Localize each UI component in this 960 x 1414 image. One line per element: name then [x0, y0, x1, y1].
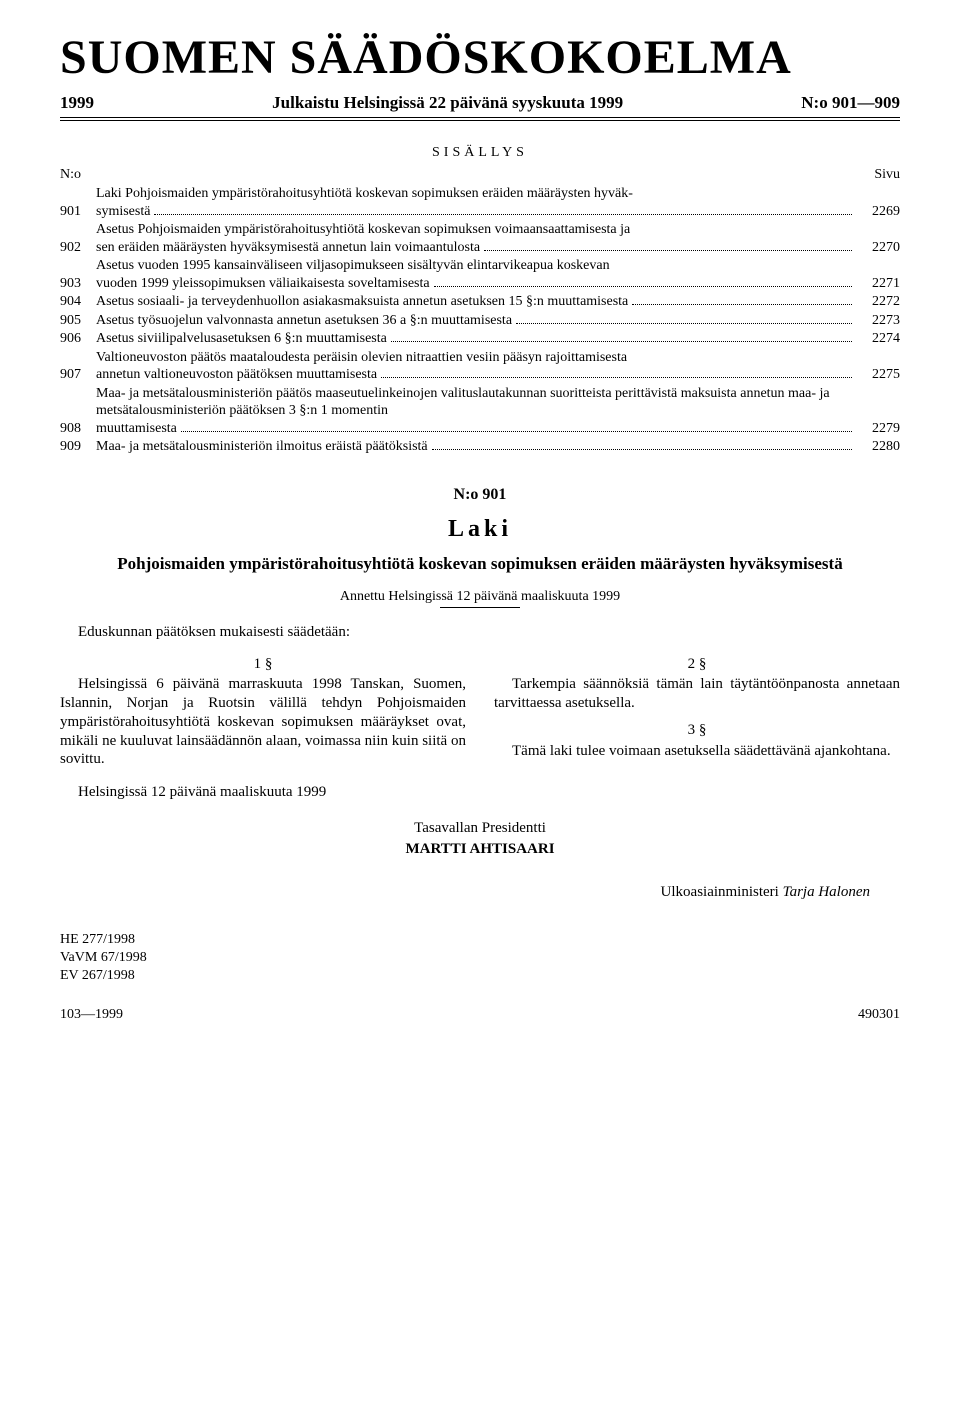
ref-line: EV 267/1998 [60, 967, 900, 985]
ref-line: HE 277/1998 [60, 931, 900, 949]
year: 1999 [60, 93, 94, 113]
toc-row: 905Asetus työsuojelun valvonnasta annetu… [60, 312, 900, 330]
toc-row: 904Asetus sosiaali- ja terveydenhuollon … [60, 293, 900, 311]
published-line: Julkaistu Helsingissä 22 päivänä syyskuu… [272, 93, 623, 113]
toc-item-page: 2279 [856, 420, 900, 438]
toc-item-page: 2272 [856, 293, 900, 311]
toc-item-num: 906 [60, 330, 96, 348]
president-title: Tasavallan Presidentti [60, 820, 900, 837]
toc-item-num: 902 [60, 239, 96, 257]
toc-item-num: 903 [60, 275, 96, 293]
toc-item-num: 905 [60, 312, 96, 330]
toc-dots [391, 341, 852, 342]
act-heading: Laki [60, 516, 900, 543]
section-3-num: 3 § [494, 721, 900, 740]
section-1-num: 1 § [60, 655, 466, 674]
subtitle-row: 1999 Julkaistu Helsingissä 22 päivänä sy… [60, 93, 900, 113]
toc-row: 907Valtioneuvoston päätös maataloudesta … [60, 349, 900, 384]
right-column: 2 § Tarkempia säännöksiä tämän lain täyt… [494, 651, 900, 820]
toc-row: 906Asetus siviilipalvelusasetuksen 6 §:n… [60, 330, 900, 348]
toc-dots [484, 250, 852, 251]
toc: N:o Sivu 901Laki Pohjoismaiden ympäristö… [60, 167, 900, 456]
footer-right: 490301 [858, 1007, 900, 1023]
toc-item-page: 2275 [856, 366, 900, 384]
minister-line: Ulkoasiainministeri Tarja Halonen [60, 884, 900, 901]
main-title: SUOMEN SÄÄDÖSKOKOELMA [60, 30, 900, 85]
section-2-text: Tarkempia säännöksiä tämän lain täytäntö… [494, 675, 900, 713]
columns: 1 § Helsingissä 6 päivänä marraskuuta 19… [60, 651, 900, 820]
left-column: 1 § Helsingissä 6 päivänä marraskuuta 19… [60, 651, 466, 820]
toc-row: 902Asetus Pohjoismaiden ympäristörahoitu… [60, 221, 900, 256]
footer-left: 103—1999 [60, 1007, 123, 1023]
toc-dots [181, 431, 852, 432]
footer: 103—1999 490301 [60, 1007, 900, 1023]
section-1-text: Helsingissä 6 päivänä marraskuuta 1998 T… [60, 675, 466, 769]
toc-dots [432, 449, 852, 450]
toc-item-page: 2271 [856, 275, 900, 293]
minister-text: Ulkoasiainministeri Tarja Halonen [661, 884, 870, 900]
toc-row: 908Maa- ja metsätalousministeriön päätös… [60, 385, 900, 438]
toc-item-title: Maa- ja metsätalousministeriön päätös ma… [96, 385, 856, 438]
toc-item-title: Asetus siviilipalvelusasetuksen 6 §:n mu… [96, 330, 856, 348]
toc-dots [381, 377, 852, 378]
toc-item-page: 2280 [856, 438, 900, 456]
double-rule [60, 117, 900, 121]
toc-item-title: Asetus sosiaali- ja terveydenhuollon asi… [96, 293, 856, 311]
toc-body: 901Laki Pohjoismaiden ympäristörahoitusy… [60, 185, 900, 456]
toc-item-title: Maa- ja metsätalousministeriön ilmoitus … [96, 438, 856, 456]
toc-item-num: 904 [60, 293, 96, 311]
president-block: Tasavallan Presidentti MARTTI AHTISAARI [60, 820, 900, 858]
toc-item-page: 2274 [856, 330, 900, 348]
ref-line: VaVM 67/1998 [60, 949, 900, 967]
president-name: MARTTI AHTISAARI [60, 841, 900, 858]
section-2-num: 2 § [494, 655, 900, 674]
toc-item-num: 907 [60, 366, 96, 384]
issue-range: N:o 901—909 [801, 93, 900, 113]
toc-item-title: Laki Pohjoismaiden ympäristörahoitusyhti… [96, 185, 856, 220]
toc-item-page: 2269 [856, 203, 900, 221]
toc-item-title: Asetus vuoden 1995 kansainväliseen vilja… [96, 257, 856, 292]
closing-line: Helsingissä 12 päivänä maaliskuuta 1999 [60, 783, 466, 802]
given-at: Annettu Helsingissä 12 päivänä maaliskuu… [60, 589, 900, 605]
short-rule [440, 607, 520, 608]
toc-item-num: 909 [60, 438, 96, 456]
toc-header: N:o Sivu [60, 167, 900, 183]
toc-row: 901Laki Pohjoismaiden ympäristörahoitusy… [60, 185, 900, 220]
toc-row: 903Asetus vuoden 1995 kansainväliseen vi… [60, 257, 900, 292]
references: HE 277/1998 VaVM 67/1998 EV 267/1998 [60, 931, 900, 986]
toc-item-title: Valtioneuvoston päätös maataloudesta per… [96, 349, 856, 384]
toc-item-page: 2270 [856, 239, 900, 257]
toc-dots [154, 214, 852, 215]
toc-dots [516, 323, 852, 324]
toc-item-num: 901 [60, 203, 96, 221]
toc-row: 909Maa- ja metsätalousministeriön ilmoit… [60, 438, 900, 456]
toc-item-num: 908 [60, 420, 96, 438]
toc-item-page: 2273 [856, 312, 900, 330]
toc-dots [434, 286, 852, 287]
act-number: N:o 901 [60, 486, 900, 504]
toc-col-page: Sivu [874, 167, 900, 183]
toc-heading: SISÄLLYS [60, 145, 900, 161]
toc-item-title: Asetus Pohjoismaiden ympäristörahoitusyh… [96, 221, 856, 256]
toc-dots [632, 304, 852, 305]
act-title: Pohjoismaiden ympäristörahoitusyhtiötä k… [70, 553, 890, 575]
section-3-text: Tämä laki tulee voimaan asetuksella sääd… [494, 742, 900, 761]
toc-item-title: Asetus työsuojelun valvonnasta annetun a… [96, 312, 856, 330]
preamble: Eduskunnan päätöksen mukaisesti säädetää… [60, 624, 900, 641]
toc-col-num: N:o [60, 167, 81, 183]
